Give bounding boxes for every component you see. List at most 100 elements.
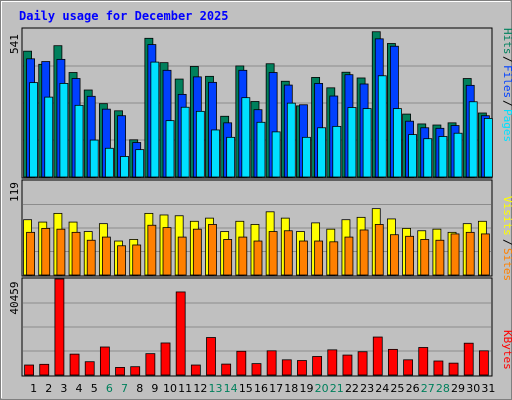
bar-kbytes-day-7	[115, 367, 125, 376]
legend-pages: Pages	[501, 109, 512, 142]
bar-kbytes-day-28	[433, 360, 444, 376]
day-label-26: 26	[406, 382, 420, 395]
bar-pages-day-4	[74, 104, 84, 178]
bar-kbytes-day-17	[266, 350, 277, 376]
bar-kbytes-day-3	[54, 278, 65, 376]
bar-pages-day-28	[438, 136, 448, 178]
day-label-11: 11	[178, 382, 192, 395]
bar-sites-day-18	[283, 230, 293, 276]
bar-sites-day-29	[450, 233, 460, 276]
bar-kbytes-day-15	[236, 350, 247, 376]
bar-pages-day-13	[211, 129, 220, 178]
bar-pages-day-17	[271, 131, 281, 178]
day-label-10: 10	[163, 382, 177, 395]
day-label-6: 6	[106, 382, 113, 395]
day-label-3: 3	[60, 382, 67, 395]
bar-sites-day-6	[101, 236, 111, 276]
bar-kbytes-day-1	[24, 364, 34, 376]
day-label-29: 29	[451, 382, 465, 395]
day-label-8: 8	[136, 382, 143, 395]
legend-hits: Hits	[501, 28, 512, 55]
bar-sites-day-5	[86, 239, 96, 276]
day-label-30: 30	[466, 382, 480, 395]
bar-kbytes-day-10	[160, 342, 171, 376]
day-label-4: 4	[76, 382, 83, 395]
bar-kbytes-day-21	[327, 349, 338, 376]
bar-kbytes-day-9	[145, 353, 156, 376]
bar-pages-day-18	[286, 102, 296, 178]
bar-kbytes-day-18	[281, 359, 292, 376]
bar-kbytes-day-2	[39, 363, 50, 376]
bar-pages-day-10	[165, 120, 175, 178]
bar-pages-day-8	[135, 149, 145, 178]
bar-kbytes-day-16	[251, 363, 262, 376]
bar-pages-day-31	[483, 118, 493, 178]
bar-pages-day-12	[195, 110, 205, 178]
bar-kbytes-day-26	[403, 359, 413, 376]
bar-kbytes-day-19	[297, 360, 307, 376]
day-label-31: 31	[481, 382, 495, 395]
legend-visits: Visits	[501, 196, 512, 236]
day-label-15: 15	[239, 382, 253, 395]
bar-sites-day-20	[314, 240, 324, 276]
bar-pages-day-21	[332, 125, 342, 178]
panel-visits-sites	[21, 179, 493, 277]
day-label-23: 23	[360, 382, 374, 395]
bar-sites-day-15	[238, 236, 248, 276]
max-label-hits: 541	[8, 34, 21, 54]
panel-hits-files-pages	[21, 27, 493, 179]
bar-sites-day-30	[465, 231, 475, 276]
bar-sites-day-8	[132, 244, 142, 276]
day-label-14: 14	[224, 382, 238, 395]
bar-kbytes-day-14	[221, 363, 232, 376]
day-label-19: 19	[299, 382, 313, 395]
bar-pages-day-11	[180, 106, 190, 178]
bar-pages-day-24	[377, 75, 387, 178]
day-label-22: 22	[345, 382, 359, 395]
bar-kbytes-day-20	[312, 356, 323, 376]
bar-sites-day-12	[192, 228, 202, 276]
bar-pages-day-23	[362, 108, 372, 178]
bars	[23, 31, 493, 376]
bar-kbytes-day-8	[130, 366, 141, 376]
bar-pages-day-3	[59, 83, 69, 178]
bar-kbytes-day-13	[206, 337, 216, 376]
legend-kbytes: KBytes	[501, 330, 512, 370]
bar-kbytes-day-27	[418, 347, 429, 376]
bar-sites-day-9	[147, 224, 157, 276]
legend-sites: Sites	[501, 248, 512, 281]
bar-sites-day-10	[162, 227, 172, 276]
bar-kbytes-day-4	[69, 353, 80, 376]
legend-sep-2: /	[501, 100, 512, 107]
bar-kbytes-day-31	[478, 350, 489, 376]
bar-pages-day-9	[150, 61, 160, 178]
day-label-16: 16	[254, 382, 268, 395]
bar-kbytes-day-5	[84, 361, 95, 376]
bar-pages-day-2	[44, 96, 54, 178]
bar-kbytes-day-22	[342, 354, 353, 376]
day-label-17: 17	[269, 382, 283, 395]
max-label-visits: 119	[8, 182, 21, 202]
legend-sep-1: /	[501, 56, 512, 63]
bar-kbytes-day-24	[372, 336, 383, 376]
bar-sites-day-2	[41, 227, 51, 276]
bar-pages-day-19	[302, 136, 311, 178]
bar-sites-day-24	[374, 224, 384, 276]
bar-kbytes-day-29	[448, 362, 459, 376]
bar-sites-day-16	[253, 240, 263, 276]
legend-sep-3: /	[501, 239, 512, 246]
bar-pages-day-6	[104, 147, 114, 178]
bar-pages-day-25	[393, 108, 402, 178]
bar-sites-day-25	[390, 234, 399, 276]
day-label-1: 1	[30, 382, 37, 395]
max-label-kbytes: 40459	[8, 281, 21, 314]
day-label-18: 18	[284, 382, 298, 395]
bar-sites-day-3	[56, 228, 66, 276]
bar-kbytes-day-30	[463, 342, 474, 376]
bar-sites-day-1	[26, 231, 35, 276]
bar-pages-day-22	[347, 107, 357, 178]
day-label-21: 21	[330, 382, 344, 395]
bar-pages-day-14	[226, 136, 236, 178]
